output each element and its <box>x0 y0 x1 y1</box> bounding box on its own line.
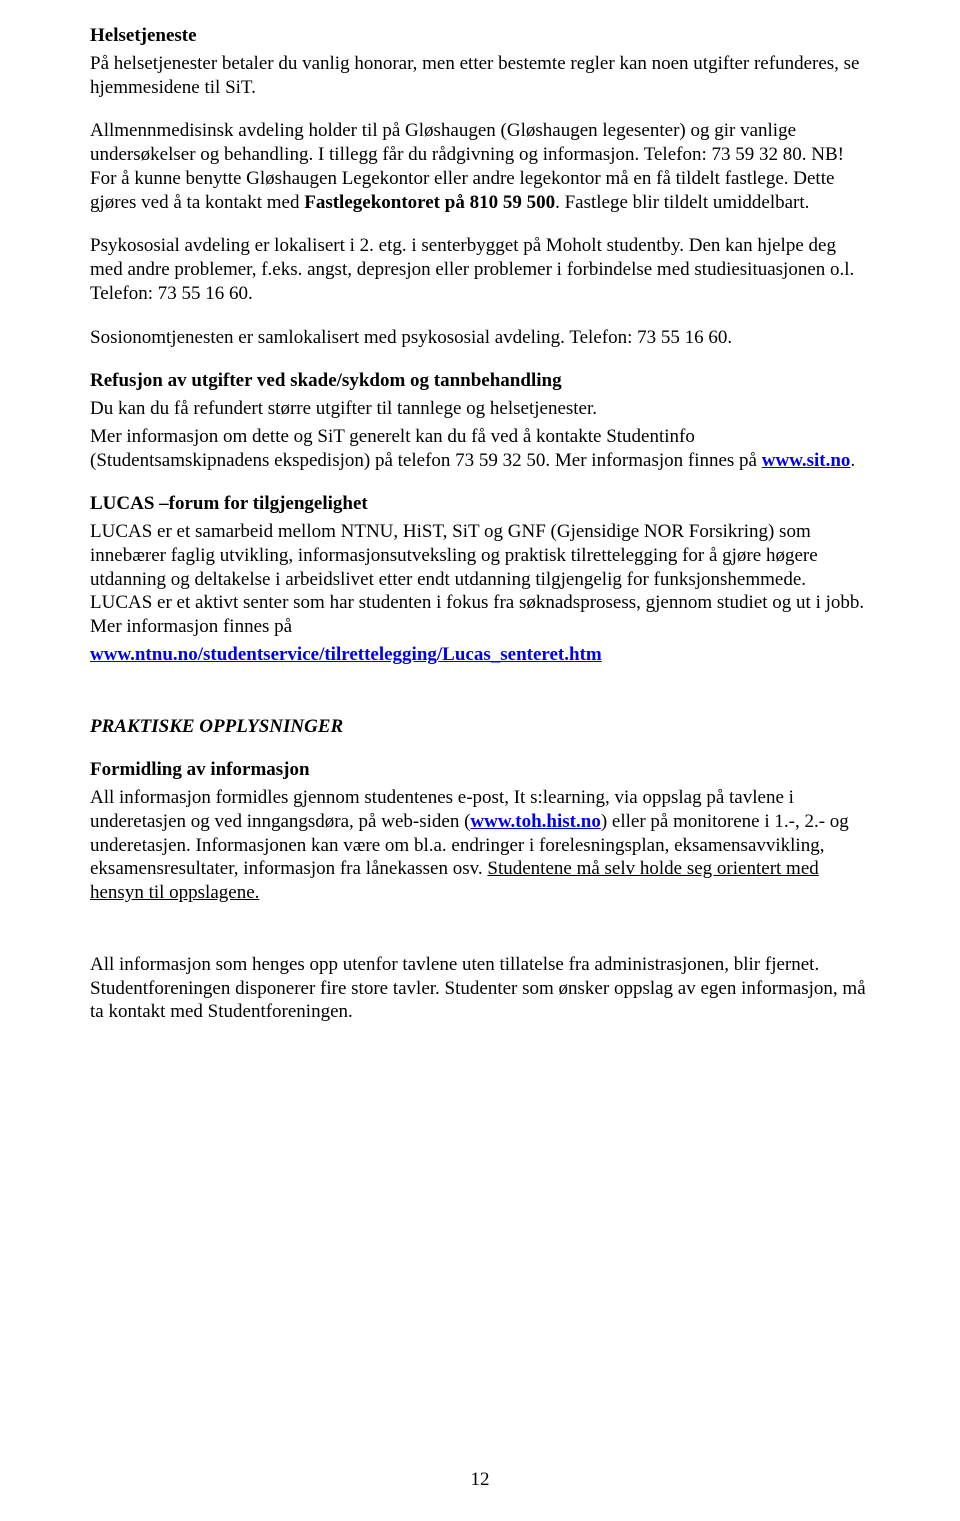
paragraph-block: Sosionomtjenesten er samlokalisert med p… <box>90 326 870 350</box>
paragraph: All informasjon formidles gjennom studen… <box>90 786 870 905</box>
page-number: 12 <box>0 1469 960 1491</box>
paragraph: Sosionomtjenesten er samlokalisert med p… <box>90 326 870 350</box>
paragraph: Allmennmedisinsk avdeling holder til på … <box>90 119 870 214</box>
section-formidling: Formidling av informasjon All informasjo… <box>90 758 870 905</box>
link-ntnu-lucas[interactable]: www.ntnu.no/studentservice/tilretteleggi… <box>90 644 602 665</box>
heading-lucas: LUCAS –forum for tilgjengelighet <box>90 492 870 516</box>
paragraph: Psykososial avdeling er lokalisert i 2. … <box>90 234 870 305</box>
heading-praktiske: PRAKTISKE OPPLYSNINGER <box>90 715 870 739</box>
paragraph: Du kan du få refundert større utgifter t… <box>90 397 870 421</box>
section-helsetjeneste: Helsetjeneste På helsetjenester betaler … <box>90 24 870 99</box>
heading-formidling: Formidling av informasjon <box>90 758 870 782</box>
paragraph-block: Psykososial avdeling er lokalisert i 2. … <box>90 234 870 305</box>
spacer <box>90 925 870 953</box>
text-run: . Fastlege blir tildelt umiddelbart. <box>555 192 809 213</box>
paragraph-block: Allmennmedisinsk avdeling holder til på … <box>90 119 870 214</box>
paragraph: All informasjon som henges opp utenfor t… <box>90 953 870 1024</box>
paragraph: LUCAS er et samarbeid mellom NTNU, HiST,… <box>90 520 870 639</box>
text-run: . <box>850 450 855 471</box>
spacer <box>90 687 870 715</box>
link-sit[interactable]: www.sit.no <box>762 450 851 471</box>
paragraph: På helsetjenester betaler du vanlig hono… <box>90 52 870 100</box>
heading-helsetjeneste: Helsetjeneste <box>90 24 870 48</box>
paragraph: www.ntnu.no/studentservice/tilretteleggi… <box>90 643 870 667</box>
paragraph: Mer informasjon om dette og SiT generelt… <box>90 425 870 473</box>
text-bold: Fastlegekontoret på 810 59 500 <box>304 192 555 213</box>
heading-refusjon: Refusjon av utgifter ved skade/sykdom og… <box>90 369 870 393</box>
text-run: Mer informasjon om dette og SiT generelt… <box>90 426 762 471</box>
link-toh-hist[interactable]: www.toh.hist.no <box>470 811 600 832</box>
section-praktiske: PRAKTISKE OPPLYSNINGER <box>90 715 870 739</box>
document-page: Helsetjeneste På helsetjenester betaler … <box>0 0 960 1521</box>
paragraph-block: All informasjon som henges opp utenfor t… <box>90 953 870 1024</box>
section-lucas: LUCAS –forum for tilgjengelighet LUCAS e… <box>90 492 870 666</box>
section-refusjon: Refusjon av utgifter ved skade/sykdom og… <box>90 369 870 472</box>
